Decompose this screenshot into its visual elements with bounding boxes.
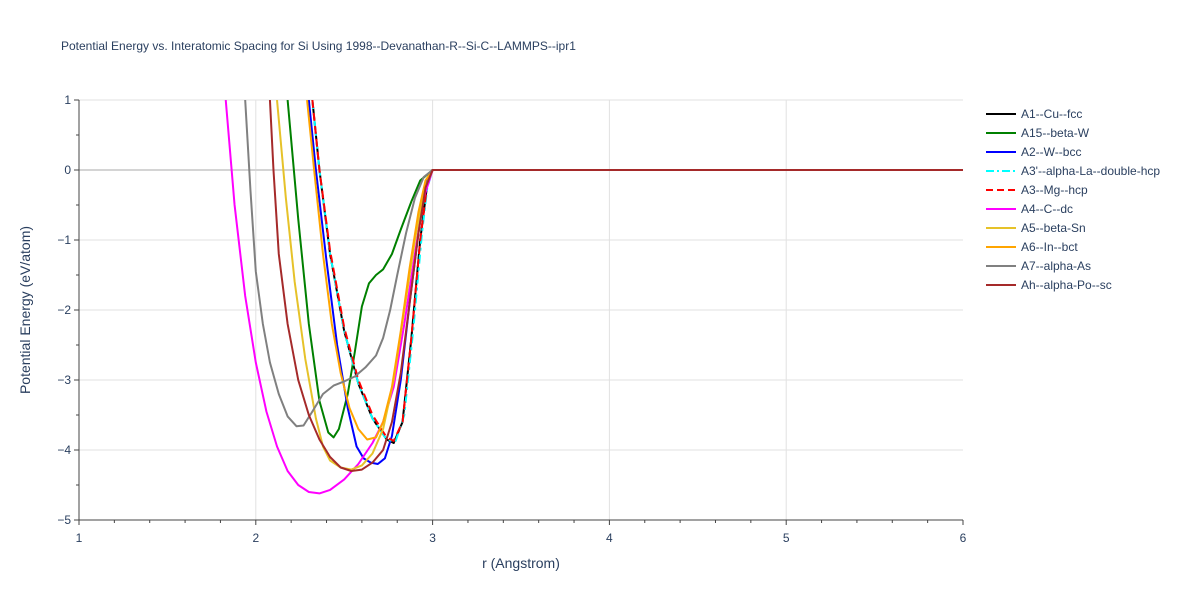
y-tick-label: −5 — [57, 513, 71, 527]
legend-item[interactable]: A5--beta-Sn — [986, 221, 1086, 235]
chart-title: Potential Energy vs. Interatomic Spacing… — [61, 39, 576, 53]
y-tick-label: −3 — [57, 373, 71, 387]
y-axis-title: Potential Energy (eV/atom) — [17, 226, 33, 394]
plot-area — [224, 100, 963, 495]
legend-label: A15--beta-W — [1021, 126, 1090, 140]
legend-item[interactable]: A1--Cu--fcc — [986, 107, 1082, 121]
legend-label: A6--In--bct — [1021, 240, 1078, 254]
legend-item[interactable]: A6--In--bct — [986, 240, 1078, 254]
y-tick-label: 1 — [64, 93, 71, 107]
legend-label: A4--C--dc — [1021, 202, 1073, 216]
x-tick-label: 1 — [76, 531, 83, 545]
legend-item[interactable]: A3--Mg--hcp — [986, 183, 1088, 197]
legend: A1--Cu--fcc A15--beta-W A2--W--bcc A3'--alp… — [986, 107, 1160, 292]
x-tick-label: 4 — [606, 531, 613, 545]
legend-item[interactable]: A4--C--dc — [986, 202, 1073, 216]
legend-item[interactable]: Ah--alpha-Po--sc — [986, 278, 1112, 292]
x-tick-labels: 1 2 3 4 5 6 — [76, 531, 967, 545]
legend-item[interactable]: A7--alpha-As — [986, 259, 1091, 273]
legend-label: Ah--alpha-Po--sc — [1021, 278, 1112, 292]
legend-label: A2--W--bcc — [1021, 145, 1081, 159]
x-tick-label: 3 — [429, 531, 436, 545]
legend-item[interactable]: A2--W--bcc — [986, 145, 1081, 159]
legend-label: A7--alpha-As — [1021, 259, 1091, 273]
series-line-8 — [244, 100, 963, 428]
legend-item[interactable]: A3'--alpha-La--double-hcp — [986, 164, 1160, 178]
y-tick-labels: 1 0 −1 −2 −3 −4 −5 — [57, 93, 71, 527]
axes — [74, 99, 964, 525]
x-tick-label: 2 — [252, 531, 259, 545]
y-tick-label: −2 — [57, 303, 71, 317]
y-tick-label: 0 — [64, 163, 71, 177]
legend-label: A3'--alpha-La--double-hcp — [1021, 164, 1160, 178]
series-line-5 — [224, 100, 963, 495]
legend-label: A3--Mg--hcp — [1021, 183, 1088, 197]
series-line-6 — [276, 100, 963, 471]
series-line-9 — [268, 100, 963, 472]
y-tick-label: −1 — [57, 233, 71, 247]
series-line-7 — [306, 100, 963, 441]
x-tick-label: 5 — [783, 531, 790, 545]
legend-item[interactable]: A15--beta-W — [986, 126, 1090, 140]
x-tick-label: 6 — [960, 531, 967, 545]
series-line-4 — [311, 100, 963, 442]
y-tick-label: −4 — [57, 443, 71, 457]
x-axis-title: r (Angstrom) — [482, 555, 560, 571]
legend-label: A1--Cu--fcc — [1021, 107, 1082, 121]
legend-label: A5--beta-Sn — [1021, 221, 1086, 235]
